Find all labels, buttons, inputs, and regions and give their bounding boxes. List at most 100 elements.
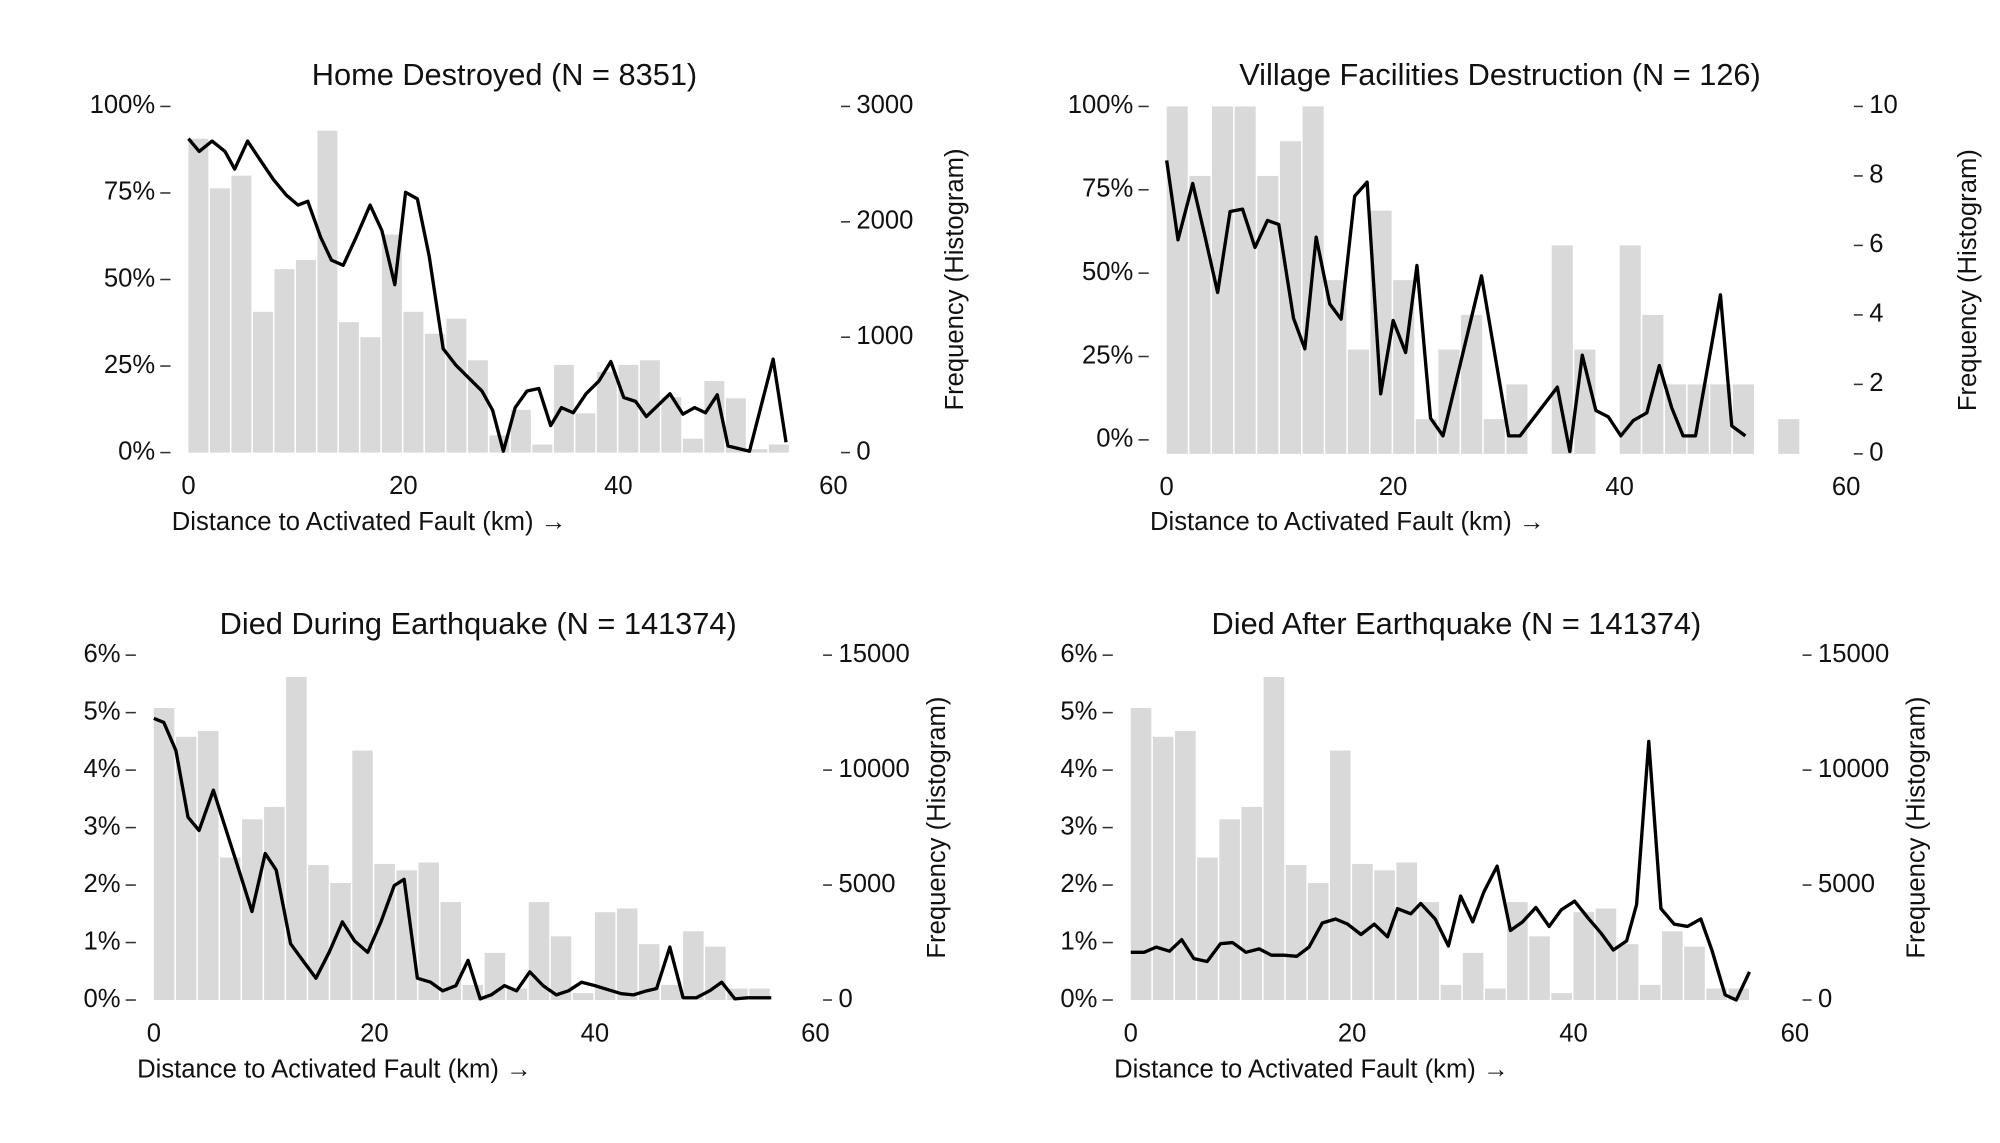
histogram-bar: [1307, 882, 1329, 1001]
histogram-bar: [1396, 862, 1418, 1001]
x-tick-label: 0: [1124, 1019, 1138, 1047]
histogram-bar: [639, 360, 660, 453]
y-tick-label: 5%: [83, 697, 120, 725]
line: [1130, 739, 1751, 1002]
histogram-bar: [705, 946, 726, 1001]
x-axis-label: Distance to Activated Fault (km) →: [1150, 508, 1544, 536]
y2-tick-label: 0: [1869, 439, 1883, 467]
histogram-bar: [1507, 902, 1528, 1001]
x-tick-label: 60: [1781, 1019, 1810, 1047]
histogram-bar: [295, 259, 316, 453]
y-tick-label: 4%: [83, 755, 120, 783]
chart-title: Died After Earthquake (N = 141374): [1212, 606, 1702, 641]
x-tick-label: 0: [1160, 473, 1174, 501]
y-tick-label: 100%: [90, 91, 156, 119]
y-tick-label: 2%: [83, 870, 120, 898]
histogram-bar: [1189, 175, 1211, 454]
y-tick-label: 50%: [1082, 258, 1133, 286]
x-tick-label: 40: [604, 472, 633, 500]
histogram-bar: [396, 870, 417, 1001]
x-tick-label: 20: [360, 1019, 389, 1047]
histogram-bar: [317, 130, 338, 453]
histogram-bar: [638, 944, 660, 1001]
histogram-bar: [1219, 819, 1240, 1001]
histogram-bar: [1175, 731, 1196, 1001]
histogram-bar: [618, 364, 639, 453]
histogram-bar: [1706, 988, 1727, 1001]
histogram-bar: [381, 234, 402, 453]
chart-title: Died During Earthquake (N = 141374): [220, 606, 737, 641]
y2-tick-label: 0: [856, 437, 870, 465]
y-tick-label: 25%: [1082, 341, 1133, 369]
x-tick-label: 20: [389, 472, 418, 500]
y-tick-label: 6%: [1060, 640, 1097, 668]
histogram-bar: [506, 988, 528, 1001]
y-tick-label: 3%: [83, 812, 120, 840]
x-tick-label: 60: [1832, 473, 1861, 501]
y2-tick-label: 0: [1818, 985, 1832, 1013]
histogram-bar: [403, 311, 424, 453]
histogram-bar: [661, 984, 682, 1001]
histogram-bar: [1197, 857, 1218, 1001]
x-tick-label: 60: [819, 472, 848, 500]
histogram-bar: [1263, 676, 1285, 1001]
y-tick-label: 4%: [1060, 755, 1097, 783]
histogram-bar: [274, 269, 295, 453]
histogram-bar: [1551, 245, 1573, 454]
histogram-bar: [1461, 314, 1483, 454]
histogram-bar: [1778, 419, 1800, 454]
y-tick-label: 75%: [104, 178, 155, 206]
y-tick-label: 75%: [1082, 175, 1133, 203]
histogram-bar: [1438, 349, 1460, 454]
x-tick-label: 20: [1338, 1019, 1367, 1047]
histogram-bar: [197, 731, 219, 1001]
histogram-bar: [550, 936, 572, 1001]
histogram-bar: [1418, 902, 1440, 1001]
line: [153, 716, 772, 1001]
x-tick-label: 40: [1559, 1019, 1588, 1047]
histogram-bar: [1241, 806, 1263, 1001]
y-tick-label: 25%: [104, 351, 155, 379]
histogram-bar: [1573, 912, 1595, 1001]
line: [1165, 160, 1747, 454]
histogram-bar: [1662, 931, 1683, 1001]
y2-tick-label: 10000: [1818, 755, 1889, 783]
y2-tick-label: 4: [1869, 300, 1883, 328]
y2-tick-label: 15000: [838, 640, 909, 668]
y-tick-label: 6%: [83, 640, 120, 668]
y2-tick-label: 5000: [1818, 870, 1875, 898]
histogram-bar: [1506, 384, 1528, 454]
histogram-bar: [209, 188, 230, 453]
histogram-bar: [360, 337, 381, 453]
histogram-bar: [467, 360, 488, 453]
y-tick-label: 0%: [118, 437, 155, 465]
histogram-bar: [1684, 946, 1705, 1001]
histogram-bar: [510, 409, 531, 453]
y2-tick-label: 5000: [838, 870, 895, 898]
histogram-bar: [153, 708, 175, 1001]
histogram-bar: [1166, 106, 1188, 454]
y2-axis-label: Frequency (Histogram): [1954, 149, 1982, 411]
y2-tick-label: 10000: [838, 755, 909, 783]
y2-tick-label: 6: [1869, 230, 1883, 258]
histogram-bar: [1325, 280, 1347, 454]
histogram-bar: [1330, 750, 1351, 1001]
histogram-bar: [1152, 736, 1174, 1001]
chart-title: Home Destroyed (N = 8351): [312, 57, 697, 92]
histogram-bar: [616, 908, 638, 1001]
histogram-bar: [1211, 106, 1234, 454]
histogram-bar: [1347, 349, 1369, 454]
histogram-bar: [418, 862, 439, 1001]
y2-tick-label: 2000: [856, 207, 913, 235]
x-axis-label: Distance to Activated Fault (km) →: [172, 508, 566, 536]
x-tick-label: 0: [147, 1019, 161, 1047]
histogram-bar: [1285, 865, 1307, 1001]
histogram-bar: [308, 865, 329, 1001]
histogram-bar: [1370, 210, 1392, 454]
histogram-bar: [1732, 384, 1755, 454]
y2-tick-label: 2: [1869, 369, 1883, 397]
histogram-bar: [352, 750, 373, 1001]
histogram-bar: [528, 902, 550, 1001]
y2-axis-label: Frequency (Histogram): [1903, 697, 1931, 959]
